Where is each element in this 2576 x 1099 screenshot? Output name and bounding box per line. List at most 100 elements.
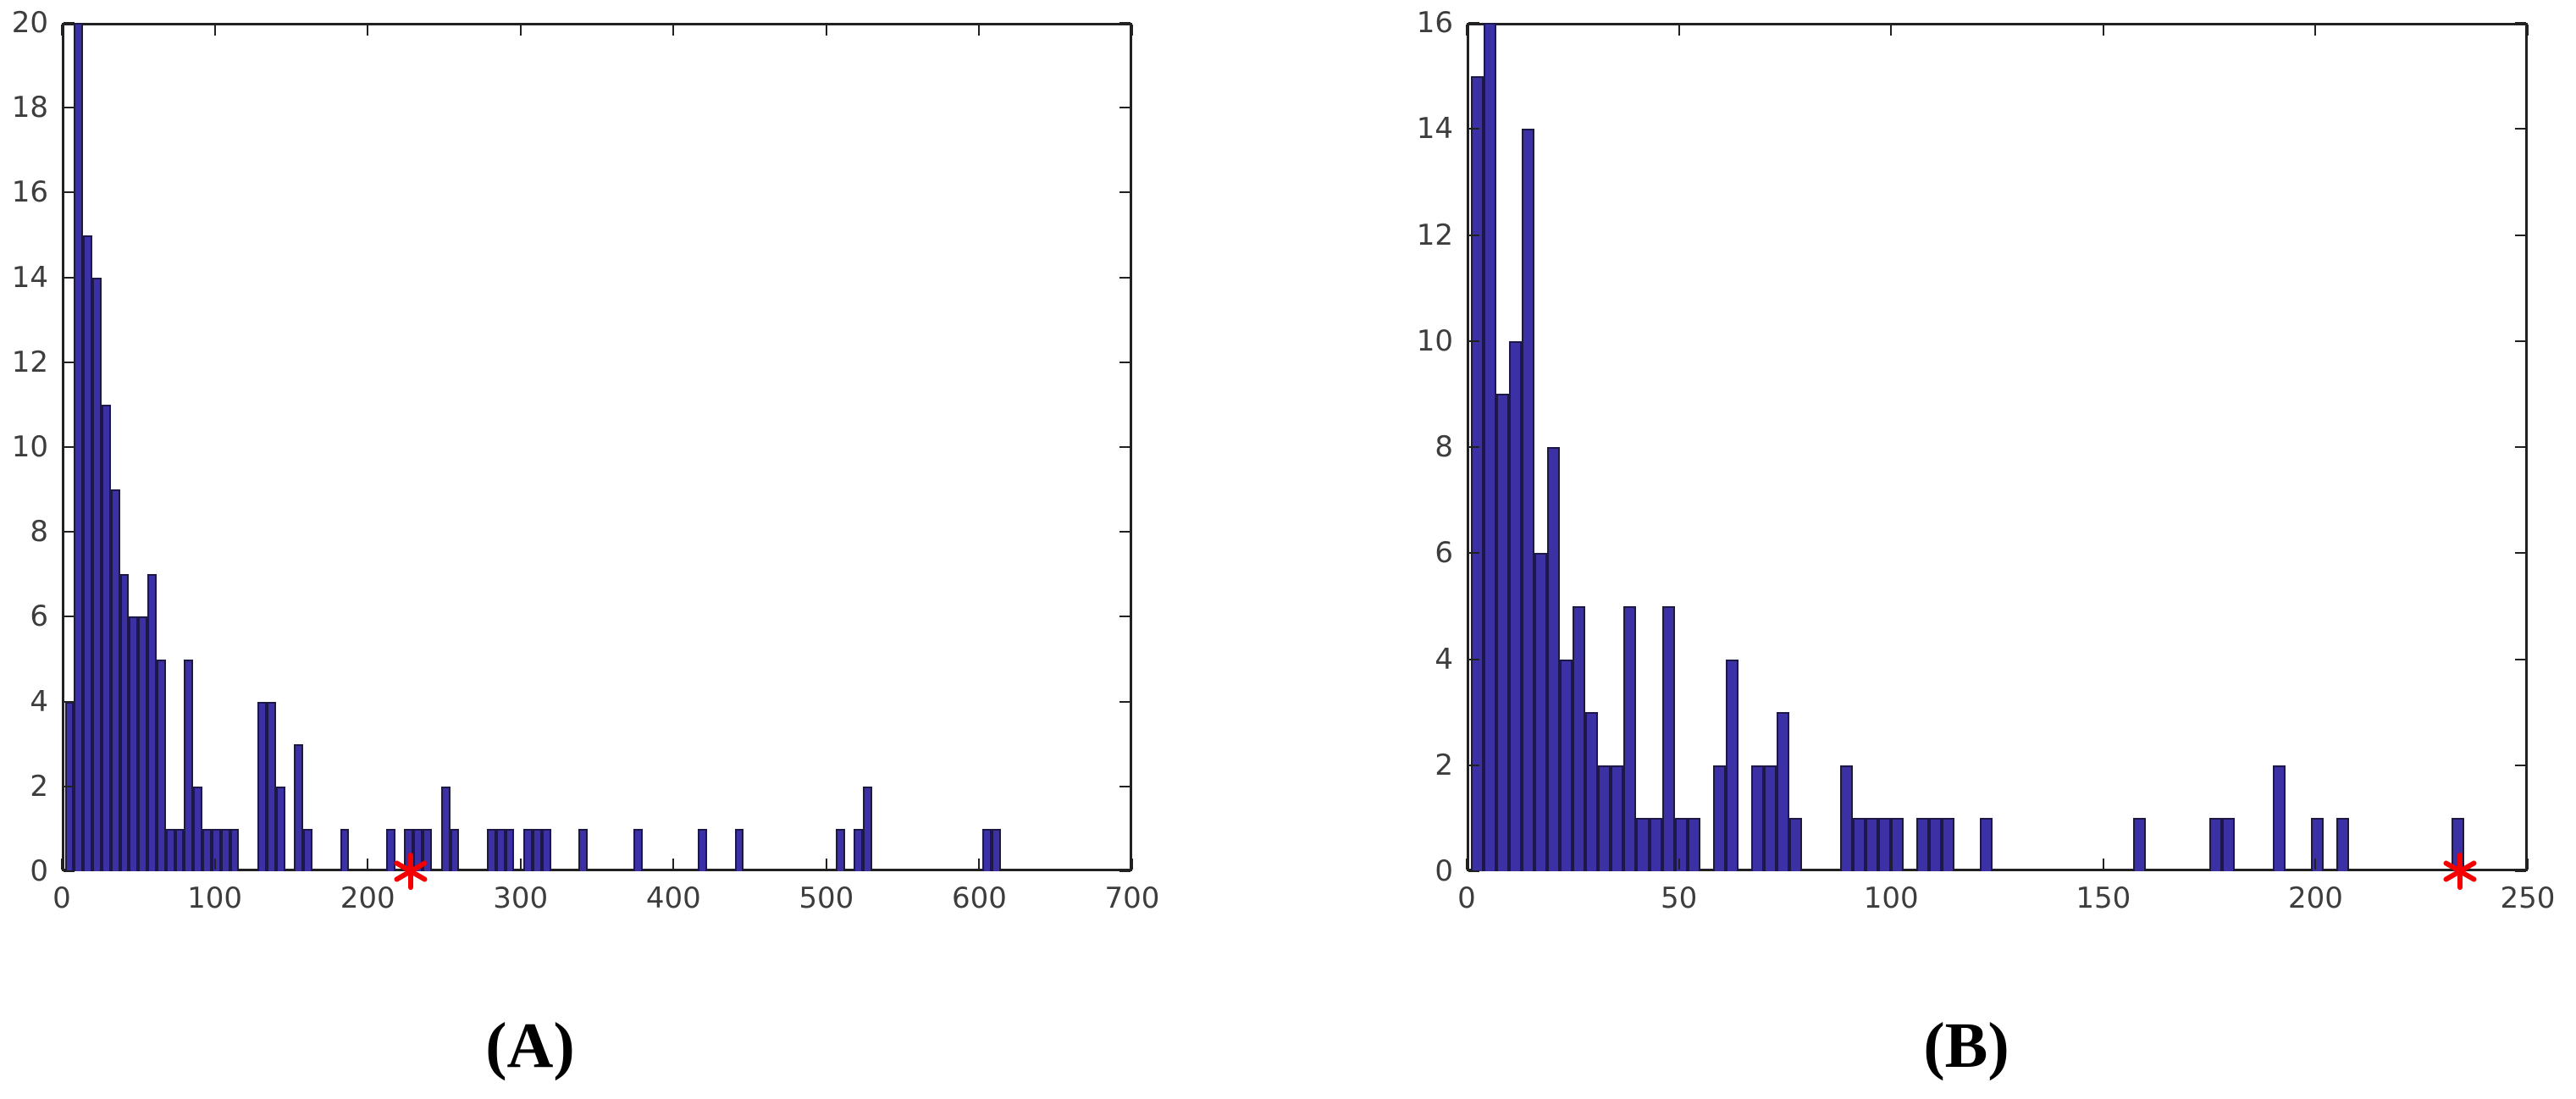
histogram-bar (147, 574, 157, 871)
histogram-bar (174, 828, 185, 871)
x-tick-mark-top (1131, 25, 1133, 36)
y-tick-mark (1468, 128, 1479, 130)
y-tick-mark (64, 531, 75, 533)
x-tick-mark (1678, 859, 1680, 870)
histogram-bar (1484, 23, 1497, 871)
x-tick-label: 100 (187, 881, 243, 915)
histogram-bar (1560, 659, 1573, 871)
y-tick-mark-right (1119, 361, 1130, 363)
histogram-bar (1776, 712, 1789, 871)
histogram-bar (835, 828, 845, 871)
histogram-bar (1674, 818, 1688, 871)
y-tick-label: 6 (30, 599, 48, 634)
x-tick-mark (61, 859, 63, 870)
histogram-bar (202, 828, 212, 871)
histogram-bar (1547, 447, 1561, 871)
histogram-bar (1573, 605, 1586, 871)
y-tick-mark-right (2515, 446, 2526, 448)
histogram-bar (450, 828, 460, 871)
y-tick-mark-right (2515, 658, 2526, 660)
histogram-bar (541, 828, 551, 871)
histogram-bar (1649, 818, 1662, 871)
histogram-bar (1522, 129, 1535, 871)
x-tick-mark-top (1890, 25, 1893, 36)
histogram-bar (486, 828, 496, 871)
y-tick-mark (64, 107, 75, 109)
y-tick-label: 4 (1434, 642, 1453, 677)
y-tick-mark (1468, 446, 1479, 448)
y-tick-mark (64, 616, 75, 618)
y-tick-label: 0 (30, 854, 48, 888)
y-tick-mark (64, 785, 75, 787)
histogram-bar (266, 701, 276, 871)
histogram-bar (1471, 75, 1484, 871)
y-tick-mark-right (1119, 22, 1130, 24)
x-tick-mark-top (978, 25, 981, 36)
histogram-bar (413, 828, 423, 871)
y-tick-mark-right (1119, 107, 1130, 109)
histogram-bar (1611, 765, 1624, 871)
histogram-bar (138, 616, 148, 871)
y-tick-mark-right (2515, 870, 2526, 872)
y-tick-mark (1468, 234, 1479, 236)
y-tick-mark (64, 700, 75, 703)
y-tick-mark (1468, 340, 1479, 342)
histogram-bar (533, 828, 542, 871)
panel-caption-A: (A) (485, 1010, 575, 1081)
histogram-bar (1636, 818, 1650, 871)
histogram-bar (156, 659, 166, 871)
histogram-bar (505, 828, 515, 871)
y-tick-label: 14 (11, 260, 48, 295)
panel-caption-B: (B) (1923, 1010, 2009, 1081)
y-tick-mark-right (1119, 446, 1130, 448)
y-tick-mark-right (1119, 191, 1130, 194)
x-tick-mark (1131, 859, 1133, 870)
x-tick-mark-top (61, 25, 63, 36)
histogram-bar (101, 404, 111, 871)
x-tick-label: 150 (2076, 881, 2131, 915)
y-tick-mark-right (1119, 276, 1130, 279)
y-tick-label: 16 (1416, 6, 1453, 40)
histogram-bar (2209, 818, 2223, 871)
y-tick-mark (64, 276, 75, 279)
y-tick-label: 4 (30, 684, 48, 719)
y-tick-label: 8 (30, 515, 48, 550)
x-tick-mark (825, 859, 827, 870)
x-tick-label: 0 (1457, 881, 1476, 915)
histogram-bar (193, 786, 203, 871)
x-tick-mark (213, 859, 216, 870)
histogram-bar (119, 574, 130, 871)
y-tick-label: 12 (1416, 218, 1453, 252)
histogram-bar (1598, 765, 1611, 871)
y-tick-mark (64, 22, 75, 24)
y-tick-mark (1468, 658, 1479, 660)
histogram-bar (2273, 765, 2286, 871)
x-tick-label: 500 (799, 881, 854, 915)
y-tick-mark (1468, 764, 1479, 766)
plot-area-B (1467, 23, 2528, 871)
x-tick-mark-top (825, 25, 827, 36)
histogram-bar (340, 828, 350, 871)
histogram-bar (1942, 818, 1955, 871)
x-tick-mark (978, 859, 981, 870)
histogram-bar (1866, 818, 1879, 871)
y-tick-mark-right (2515, 552, 2526, 555)
y-tick-label: 0 (1434, 854, 1453, 888)
histogram-bar (440, 786, 451, 871)
y-tick-mark (1468, 552, 1479, 555)
x-tick-mark (1890, 859, 1893, 870)
histogram-bar (1712, 765, 1726, 871)
histogram-bar (1534, 553, 1548, 871)
histogram-bar (404, 828, 414, 871)
y-tick-mark (64, 870, 75, 872)
x-tick-label: 0 (53, 881, 71, 915)
x-tick-mark (2314, 859, 2317, 870)
x-tick-label: 250 (2500, 881, 2556, 915)
y-tick-mark (1468, 22, 1479, 24)
histogram-bar (982, 828, 992, 871)
histogram-bar (578, 828, 589, 871)
histogram-bar (211, 828, 221, 871)
y-tick-mark (64, 191, 75, 194)
x-tick-label: 100 (1863, 881, 1919, 915)
